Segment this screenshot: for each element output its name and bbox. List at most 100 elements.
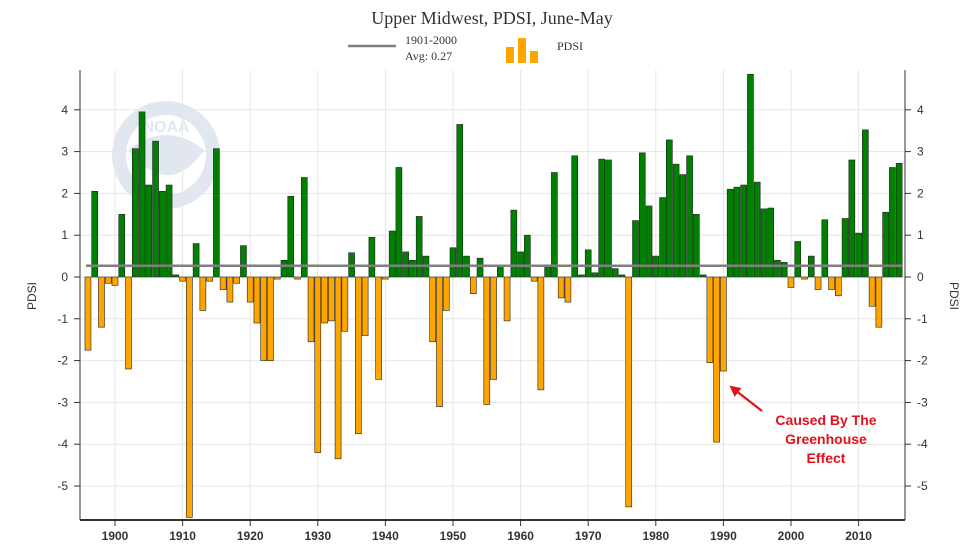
bar-1959 [510,209,518,278]
y-tick-label-left: 4 [61,103,68,117]
bar-1902 [125,276,132,370]
annotation-line-2: Greenhouse [785,431,867,447]
bar-2009 [848,159,856,278]
bar-1999 [780,262,788,278]
x-tick-label: 1920 [237,529,264,543]
x-tick-label: 1930 [304,529,331,543]
y-tick-label-left: -4 [57,437,68,451]
bar-1961 [524,234,531,278]
y-tick-label-left: -3 [57,395,68,409]
bar-1898 [98,276,105,328]
bar-1912 [192,243,200,278]
bar-1963 [537,276,545,391]
watermark-text: NOAA [142,119,190,136]
y-tick-label-right: -4 [917,437,928,451]
y-tick-label-left: 0 [61,270,68,284]
bar-1934 [341,276,349,332]
bar-1968 [571,155,578,278]
x-tick-label: 1910 [169,529,196,543]
bar-1958 [503,276,511,322]
bar-1948 [436,276,443,407]
y-tick-label-left: 1 [61,228,68,242]
bar-1942 [395,167,403,278]
bar-2008 [841,218,849,278]
x-tick-label: 1990 [710,529,737,543]
x-tick-label: 2000 [778,529,805,543]
bar-1973 [605,159,612,278]
bar-1921 [253,276,261,324]
bar-1953 [469,276,477,295]
bar-1986 [693,214,700,278]
bar-1997 [767,207,775,278]
y-tick-label-right: -5 [917,479,928,493]
bar-1960 [517,251,524,278]
bar-1896 [84,276,92,351]
x-tick-label: 1960 [507,529,534,543]
bar-1995 [753,181,761,278]
y-tick-label-left: -5 [57,479,68,493]
legend-swatch-bar-2 [518,38,526,63]
x-tick-label: 1980 [642,529,669,543]
bar-1927 [294,276,301,280]
bar-1978 [638,152,646,278]
bar-1996 [760,208,768,278]
bar-1994 [747,73,754,278]
bar-2006 [828,276,835,290]
legend-swatch-bar-3 [530,51,538,63]
y-tick-label-right: -3 [917,395,928,409]
bar-1933 [334,276,342,460]
bar-1989 [713,276,720,443]
bar-1917 [226,276,234,303]
bar-1947 [429,276,437,343]
legend-bars-swatch [506,38,538,63]
bar-1905 [145,184,153,278]
bar-2004 [814,276,822,290]
bar-1901 [118,214,126,278]
bar-1926 [287,196,295,278]
bar-1993 [740,184,747,278]
annotation-arrowhead [729,385,742,397]
bar-1920 [246,276,254,303]
bar-1937 [361,276,369,336]
bar-2001 [794,241,802,278]
axes [79,70,906,521]
bar-1908 [165,184,173,278]
y-tick-label-left: 2 [61,186,68,200]
bar-1931 [321,276,328,324]
bar-1938 [368,236,376,278]
y-tick-label-right: 2 [917,186,924,200]
bar-1911 [186,276,193,518]
bar-1916 [219,276,227,290]
bar-1965 [551,172,558,278]
bar-1970 [584,249,592,278]
bar-1991 [726,188,734,278]
bar-1950 [449,247,457,278]
bar-1897 [91,191,99,278]
y-axis-label-left: PDSI [25,282,39,310]
bar-2016 [895,163,903,278]
bar-1929 [307,276,315,343]
bar-1910 [179,276,186,282]
bar-1979 [645,205,653,278]
y-tick-label-right: 0 [917,270,924,284]
bar-1977 [632,220,639,278]
bar-1936 [355,276,362,435]
x-tick-label: 1940 [372,529,399,543]
bar-1932 [328,276,335,322]
bar-1992 [733,186,741,278]
legend-swatch-bar-1 [506,47,514,63]
bar-1954 [476,257,484,278]
y-axis-label-right: PDSI [947,282,961,310]
bar-1900 [111,276,119,286]
bar-2005 [821,219,829,278]
legend-bars-label: PDSI [557,39,583,53]
bar-1975 [618,274,626,278]
bar-2002 [801,276,808,280]
bar-1982 [666,139,673,278]
bar-1914 [206,276,213,282]
bar-1957 [497,266,504,278]
bar-1987 [699,274,707,278]
bar-2011 [862,129,869,278]
annotation: Caused By The Greenhouse Effect [729,385,877,466]
